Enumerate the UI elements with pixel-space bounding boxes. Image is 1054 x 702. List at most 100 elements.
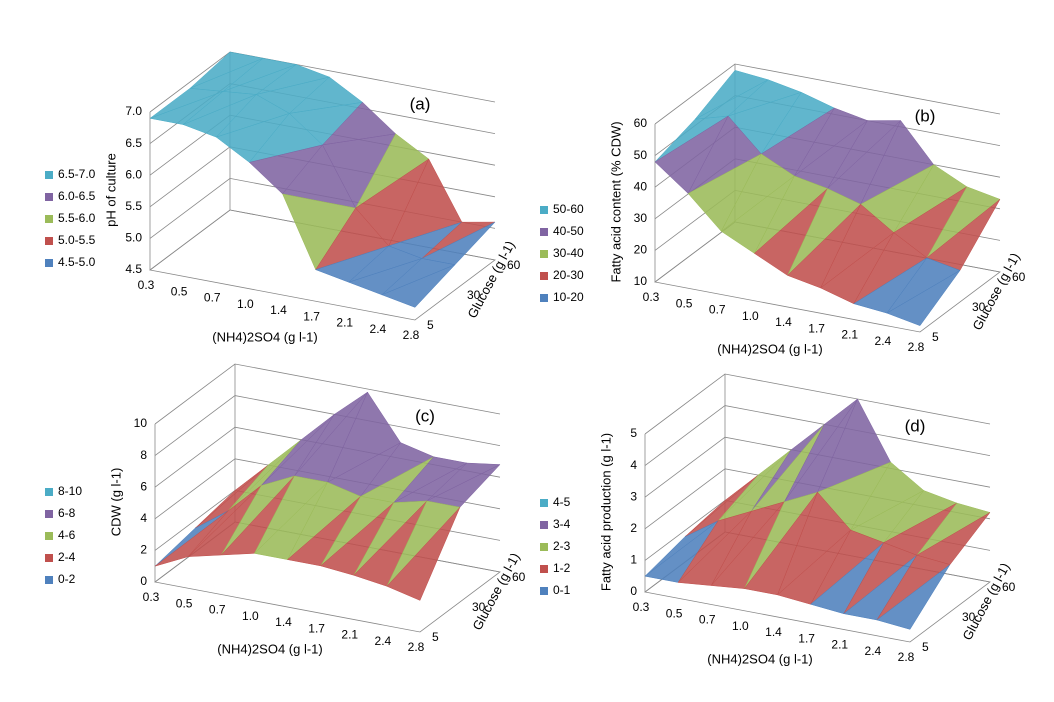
x-tick-label: 0.7 (204, 291, 221, 305)
x-tick-label: 0.3 (643, 290, 660, 304)
z-tick-label: 5 (432, 630, 439, 644)
x-axis-title: (NH4)2SO4 (g l-1) (707, 651, 812, 666)
legend-swatch (540, 206, 548, 214)
y-tick-label: 4 (630, 458, 637, 472)
legend-label: 1-2 (553, 561, 571, 575)
y-tick-label: 0 (140, 574, 147, 588)
legend-label: 30-40 (553, 246, 584, 260)
legend-swatch (45, 259, 53, 267)
y-tick-label: 5.0 (125, 231, 142, 245)
x-tick-label: 1.7 (308, 621, 325, 635)
y-tick-label: 10 (134, 416, 148, 430)
legend-label: 8-10 (58, 484, 82, 498)
surface-facet (386, 507, 461, 601)
legend-swatch (45, 171, 53, 179)
y-tick-label: 0 (630, 584, 637, 598)
legend-swatch (540, 543, 548, 551)
y-tick-label: 7.0 (125, 104, 142, 118)
z-tick-label: 5 (932, 330, 939, 344)
x-tick-label: 2.1 (336, 316, 353, 330)
x-tick-label: 2.4 (375, 634, 392, 648)
y-tick-label: 4 (140, 511, 147, 525)
legend-label: 50-60 (553, 202, 584, 216)
y-tick-label: 3 (630, 489, 637, 503)
x-tick-label: 0.5 (666, 606, 683, 620)
legend-swatch (540, 294, 548, 302)
x-tick-label: 1.0 (732, 619, 749, 633)
z-tick-label: 60 (1002, 580, 1016, 594)
y-tick-label: 30 (634, 211, 648, 225)
legend-swatch (540, 250, 548, 258)
legend-swatch (45, 193, 53, 201)
grid-line (154, 363, 501, 425)
x-tick-label: 1.7 (808, 321, 825, 335)
legend-label: 10-20 (553, 290, 584, 304)
legend-swatch (540, 565, 548, 573)
y-tick-label: 6.0 (125, 167, 142, 181)
x-axis-title: (NH4)2SO4 (g l-1) (717, 341, 822, 356)
y-axis-title: Fatty acid content (% CDW) (608, 121, 623, 282)
x-tick-label: 1.7 (303, 309, 320, 323)
legend-label: 0-1 (553, 583, 571, 597)
z-tick-label: 30 (962, 610, 976, 624)
z-tick-label: 5 (922, 640, 929, 654)
z-axis-title: Glucose (g l-1) (969, 250, 1022, 332)
x-axis-title: (NH4)2SO4 (g l-1) (212, 329, 317, 344)
x-tick-label: 2.4 (875, 334, 892, 348)
panel-label: (a) (410, 94, 431, 113)
legend-swatch (540, 228, 548, 236)
legend-swatch (540, 272, 548, 280)
legend-label: 4.5-5.0 (58, 255, 96, 269)
z-tick-label: 30 (472, 600, 486, 614)
z-tick-label: 30 (467, 288, 481, 302)
x-tick-label: 0.3 (633, 600, 650, 614)
y-axis-title: CDW (g l-1) (108, 468, 123, 537)
legend-label: 0-2 (58, 572, 76, 586)
panel-label: (b) (915, 106, 936, 125)
legend-label: 2-4 (58, 550, 76, 564)
z-axis-title: Glucose (g l-1) (464, 238, 517, 320)
legend-label: 2-3 (553, 539, 571, 553)
z-tick-label: 60 (507, 258, 521, 272)
legend-label: 40-50 (553, 224, 584, 238)
legend-label: 4-6 (58, 528, 76, 542)
legend-swatch (540, 499, 548, 507)
legend-swatch (540, 587, 548, 595)
legend-label: 6.0-6.5 (58, 189, 96, 203)
y-tick-label: 6.5 (125, 136, 142, 150)
y-axis-title: Fatty acid production (g l-1) (598, 433, 613, 591)
z-tick-label: 5 (427, 318, 434, 332)
y-tick-label: 40 (634, 179, 648, 193)
x-tick-label: 0.5 (176, 596, 193, 610)
x-tick-label: 1.4 (765, 625, 782, 639)
surface-facet (886, 270, 961, 326)
x-tick-label: 1.0 (242, 609, 259, 623)
x-tick-label: 1.7 (798, 631, 815, 645)
surface-facet (876, 564, 951, 630)
legend-label: 6-8 (58, 506, 76, 520)
legend-label: 5.0-5.5 (58, 233, 96, 247)
legend-swatch (45, 237, 53, 245)
y-tick-label: 6 (140, 479, 147, 493)
x-tick-label: 2.1 (831, 638, 848, 652)
legend-swatch (45, 215, 53, 223)
y-tick-label: 2 (140, 543, 147, 557)
x-tick-label: 0.3 (138, 278, 155, 292)
z-axis-title: Glucose (g l-1) (959, 560, 1012, 642)
legend-label: 20-30 (553, 268, 584, 282)
y-tick-label: 5 (630, 426, 637, 440)
z-tick-label: 60 (1012, 270, 1026, 284)
y-tick-label: 8 (140, 448, 147, 462)
x-tick-label: 0.5 (676, 296, 693, 310)
legend-swatch (45, 488, 53, 496)
x-tick-label: 1.4 (275, 615, 292, 629)
y-tick-label: 1 (630, 553, 637, 567)
legend-label: 4-5 (553, 495, 571, 509)
y-tick-label: 4.5 (125, 262, 142, 276)
x-tick-label: 2.8 (408, 640, 425, 654)
y-tick-label: 10 (634, 274, 648, 288)
x-tick-label: 1.4 (270, 303, 287, 317)
x-tick-label: 2.8 (403, 328, 420, 342)
z-tick-label: 60 (512, 570, 526, 584)
x-tick-label: 1.4 (775, 315, 792, 329)
